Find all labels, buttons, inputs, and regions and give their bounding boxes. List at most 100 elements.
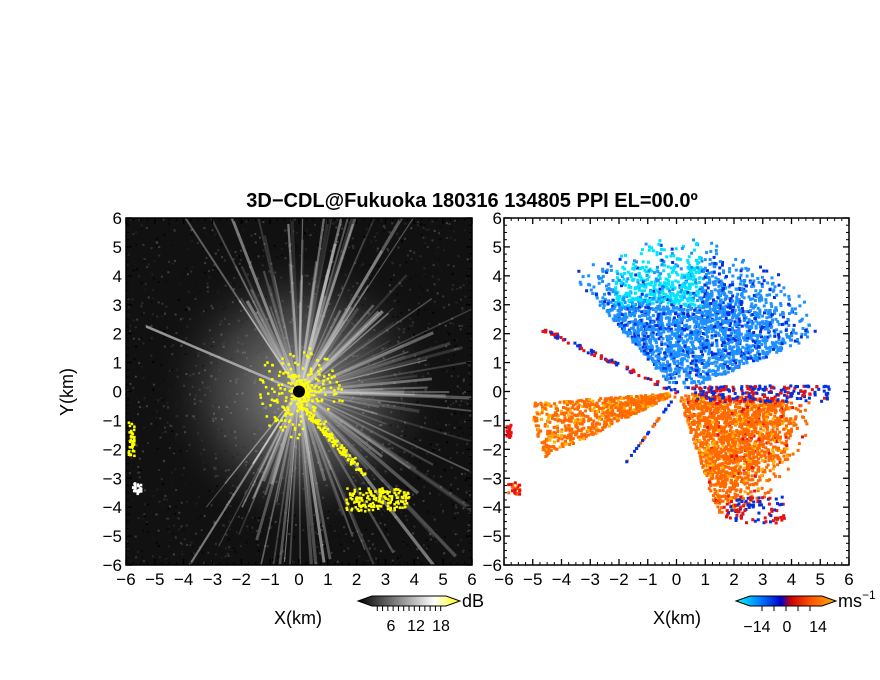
high-echo-pixel — [366, 496, 369, 500]
echo-streak — [298, 390, 472, 474]
velocity-pixel — [706, 295, 710, 299]
high-echo-pixel — [277, 383, 281, 387]
velocity-pixel — [618, 278, 622, 282]
velocity-pixel — [591, 291, 595, 295]
velocity-pixel — [655, 360, 659, 364]
high-echo-pixel — [399, 489, 402, 493]
noise-pixel — [127, 298, 130, 301]
noise-pixel — [462, 380, 465, 383]
velocity-pixel — [728, 267, 732, 271]
velocity-pixel — [736, 292, 740, 296]
velocity-pixel — [662, 358, 666, 362]
velocity-pixel — [730, 326, 734, 330]
high-echo-pixel — [304, 382, 308, 385]
velocity-pixel — [651, 359, 655, 363]
high-echo-pixel — [298, 380, 302, 384]
velocity-pixel — [659, 312, 663, 316]
noise-pixel — [286, 229, 289, 232]
velocity-pixel — [615, 269, 619, 273]
velocity-pixel — [786, 318, 790, 322]
noise-pixel — [140, 227, 143, 230]
velocity-pixel — [665, 360, 669, 364]
high-echo-pixel — [340, 444, 344, 447]
high-echo-pixel — [376, 507, 380, 510]
high-echo-pixel — [314, 406, 317, 410]
velocity-pixel — [723, 319, 727, 323]
noise-pixel — [167, 271, 170, 274]
velocity-pixel — [701, 277, 705, 281]
noise-pixel — [402, 562, 405, 565]
noise-pixel — [451, 288, 454, 291]
velocity-pixel — [645, 273, 649, 277]
high-echo-pixel — [375, 505, 379, 508]
velocity-pixel — [680, 276, 684, 280]
velocity-pixel — [709, 249, 713, 253]
high-echo-pixel — [289, 402, 292, 405]
high-echo-pixel — [400, 495, 404, 499]
noise-pixel — [126, 264, 129, 267]
velocity-pixel — [779, 345, 783, 349]
velocity-pixel — [651, 334, 655, 338]
velocity-pixel — [664, 363, 668, 367]
velocity-pixel — [710, 291, 714, 295]
high-echo-pixel — [386, 504, 390, 508]
noise-pixel — [145, 405, 148, 408]
velocity-pixel — [621, 327, 625, 331]
noise-pixel — [141, 556, 144, 559]
velocity-pixel — [747, 344, 751, 348]
echo-streak — [298, 390, 472, 412]
velocity-pixel — [622, 329, 626, 333]
velocity-pixel — [775, 308, 779, 312]
velocity-pixel — [641, 280, 645, 284]
noise-pixel — [168, 505, 171, 508]
echo-pixel — [137, 490, 141, 494]
velocity-pixel — [692, 296, 696, 300]
noise-pixel — [200, 529, 203, 532]
velocity-pixel — [758, 299, 762, 303]
velocity-pixel — [725, 319, 729, 323]
noise-pixel — [442, 295, 445, 298]
high-echo-pixel — [299, 407, 302, 410]
noise-pixel — [182, 529, 185, 532]
echo-streak — [297, 310, 380, 393]
high-echo-pixel — [381, 487, 384, 490]
high-echo-pixel — [310, 412, 313, 415]
velocity-pixel — [712, 305, 716, 309]
noise-pixel — [140, 365, 143, 368]
velocity-pixel — [742, 287, 746, 291]
velocity-pixel — [735, 341, 739, 345]
velocity-pixel — [703, 309, 707, 313]
velocity-pixel — [629, 285, 633, 289]
noise-pixel — [185, 524, 188, 527]
velocity-pixel — [670, 322, 674, 326]
velocity-pixel — [655, 317, 659, 321]
velocity-pixel — [751, 282, 755, 286]
noise-pixel — [204, 262, 207, 265]
y-tick-label: −5 — [103, 527, 122, 546]
high-echo-pixel — [345, 449, 348, 452]
velocity-pixel — [691, 359, 695, 363]
noise-pixel — [412, 532, 415, 535]
chart-title: 3D−CDL@Fukuoka 180316 134805 PPI EL=00.0… — [246, 190, 698, 212]
velocity-pixel — [663, 281, 667, 285]
high-echo-pixel — [369, 503, 372, 506]
velocity-pixel — [791, 330, 795, 334]
noise-pixel — [445, 237, 448, 240]
velocity-pixel — [641, 333, 645, 337]
velocity-pixel — [619, 284, 623, 288]
velocity-pixel — [738, 319, 742, 323]
velocity-pixel — [747, 351, 751, 355]
noise-pixel — [191, 239, 194, 242]
velocity-pixel — [656, 307, 660, 311]
noise-pixel — [435, 463, 438, 466]
noise-pixel — [352, 244, 355, 247]
noise-pixel — [223, 525, 226, 528]
noise-pixel — [322, 238, 325, 241]
velocity-pixel — [705, 281, 709, 285]
velocity-pixel — [676, 280, 680, 284]
velocity-pixel — [617, 302, 621, 306]
velocity-pixel — [666, 350, 670, 354]
velocity-pixel — [597, 277, 601, 281]
high-echo-pixel — [307, 356, 310, 359]
velocity-pixel — [640, 313, 644, 317]
